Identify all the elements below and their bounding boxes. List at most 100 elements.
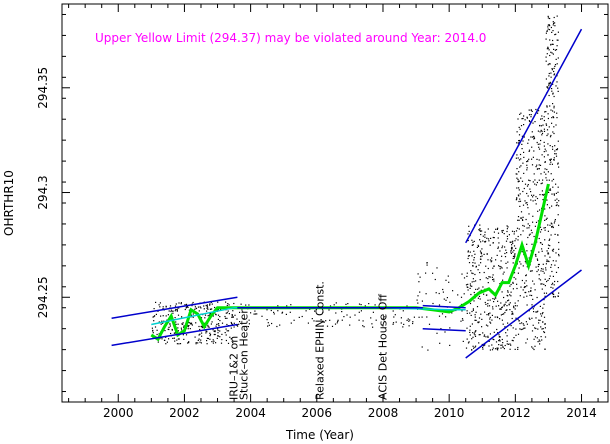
data-point [474,314,476,316]
x-tick-label: 2002 [169,406,200,420]
data-point [156,329,158,331]
data-point [519,166,521,168]
data-point [506,335,508,337]
data-point [558,166,560,168]
data-point [556,204,558,206]
data-point [536,311,538,313]
x-tick-label: 2006 [302,406,333,420]
data-point [480,253,483,255]
data-point [471,310,473,313]
data-point [491,344,493,346]
data-point [552,53,554,55]
data-point [503,304,505,306]
data-point [553,194,555,196]
data-point [538,148,541,150]
data-point [523,136,525,138]
data-point [517,178,519,180]
data-point [205,332,207,334]
data-point [557,280,559,283]
data-point [203,308,205,310]
data-point [228,313,230,315]
data-point [550,234,552,236]
data-point [505,240,508,242]
data-point [517,300,519,302]
data-point [504,326,506,328]
data-point [551,122,553,124]
data-point [512,288,514,290]
data-point [188,341,190,343]
data-point [547,230,549,232]
data-point [229,336,231,338]
data-point [541,283,543,285]
data-point [528,139,530,141]
data-point [460,320,462,322]
data-point [557,234,559,236]
data-point [554,145,556,147]
data-point [184,304,186,306]
data-point [540,268,543,270]
data-point [558,200,560,202]
data-point [525,274,527,276]
data-point [545,38,547,40]
x-tick-label: 2014 [566,406,597,420]
data-point [473,291,475,294]
data-point [208,314,210,316]
data-point [540,270,542,272]
data-point [281,312,283,314]
data-point [182,334,184,336]
data-point [476,306,479,308]
data-point [551,193,553,195]
data-point [175,303,177,305]
data-point [483,334,486,336]
data-point [473,257,475,259]
data-point [545,269,547,271]
data-point [485,324,488,326]
data-point [549,159,551,161]
data-point [548,84,550,86]
data-point [472,241,474,243]
data-point [206,304,208,306]
data-point [493,331,495,333]
data-point [481,230,483,232]
data-point [551,293,554,295]
data-point [548,63,550,65]
data-point [480,289,482,291]
data-point [172,312,174,314]
data-point [555,85,557,87]
data-point [541,288,543,290]
data-point [185,334,188,336]
data-point [548,24,550,26]
data-point [536,337,538,339]
data-point [541,154,543,156]
data-point [547,113,549,115]
data-point [530,109,532,111]
data-point [155,313,157,315]
data-point [532,308,534,310]
data-point [537,259,539,261]
data-point [518,159,521,161]
data-point [548,278,550,280]
data-point [508,234,510,236]
data-point [533,348,535,351]
data-point [462,340,464,342]
data-point [206,343,208,345]
data-point [204,314,207,316]
data-point [168,338,170,340]
data-point [515,199,517,201]
data-point [552,83,554,85]
data-point [220,308,222,311]
data-point [445,279,447,281]
data-point [557,90,559,92]
data-point [468,255,470,257]
data-point [556,63,558,65]
data-point [493,301,495,303]
data-point [187,342,189,344]
data-point [486,314,488,316]
data-point [507,329,509,331]
y-axis-title: OHRTHR10 [2,170,16,236]
data-point [500,314,502,316]
data-point [212,339,214,341]
data-point [503,305,505,307]
data-point [492,298,494,300]
data-point [467,251,469,253]
